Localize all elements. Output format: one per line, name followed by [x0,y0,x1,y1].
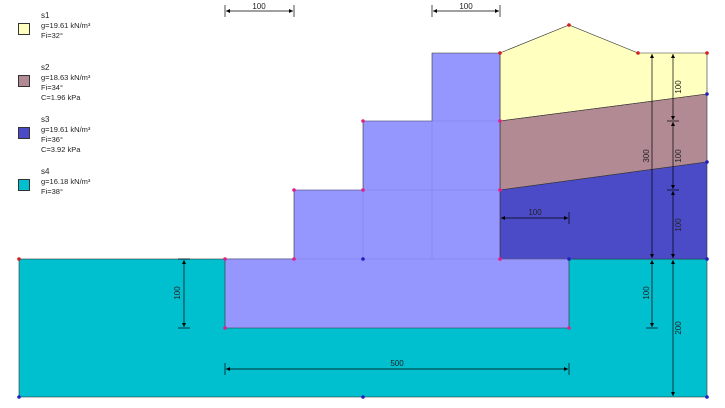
legend-name: s1 [41,11,50,20]
legend-swatch-s3 [18,127,30,139]
legend-unit-weight: g=19.61 kN/m³ [41,21,91,30]
dim-foundation-width: 500 [390,359,404,368]
legend-friction-angle: Fi=36° [41,135,63,144]
legend-friction-angle: Fi=32° [41,31,63,40]
legend-swatch-s2 [18,75,30,87]
dim-layer-s3: 100 [674,218,683,232]
dim-top-right-step: 100 [459,2,473,11]
dim-inner-bench: 100 [528,208,542,217]
dim-total-height: 300 [642,149,651,163]
legend-cohesion: C=1.96 kPa [41,93,81,102]
legend-name: s2 [41,63,50,72]
dim-foundation-depth: 100 [173,286,182,300]
legend-unit-weight: g=19.61 kN/m³ [41,125,91,134]
dim-embed-right: 100 [642,286,651,300]
wall-block-lines [225,120,569,260]
legend-unit-weight: g=18.63 kN/m³ [41,73,91,82]
legend-unit-weight: g=16.18 kN/m³ [41,177,91,186]
legend-swatch-s4 [18,179,30,191]
node-points [17,23,709,399]
dim-top-left-step: 100 [252,2,266,11]
dim-layer-s1: 100 [674,80,683,94]
legend-name: s4 [41,167,50,176]
dim-base-s4: 200 [674,321,683,335]
dim-layer-s2: 100 [674,149,683,163]
legend-cohesion: C=3.92 kPa [41,145,81,154]
legend-swatch-s1 [18,23,30,35]
legend-friction-angle: Fi=34° [41,83,63,92]
dimension-lines [178,5,679,396]
legend-name: s3 [41,115,50,124]
legend-friction-angle: Fi=38° [41,187,63,196]
